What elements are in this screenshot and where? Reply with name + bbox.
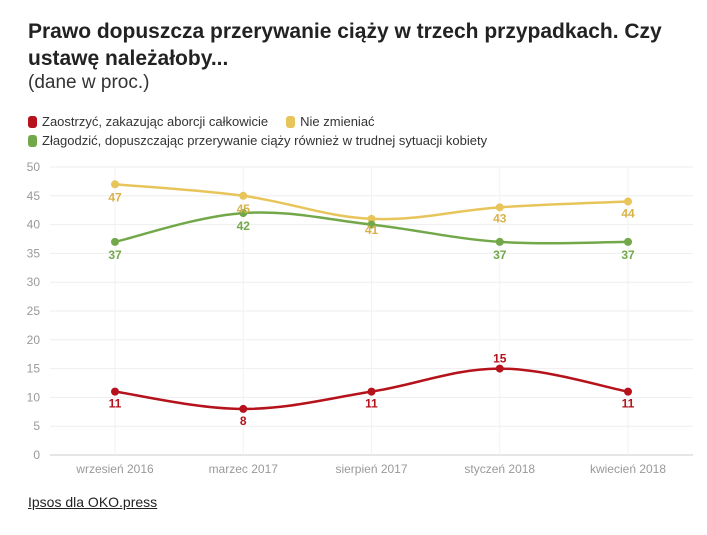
y-tick-label: 15 <box>27 362 41 376</box>
x-tick-label: marzec 2017 <box>209 462 279 476</box>
data-label: 11 <box>622 397 635 411</box>
data-label: 43 <box>493 211 507 225</box>
data-point[interactable] <box>624 197 632 206</box>
y-tick-label: 5 <box>33 419 40 433</box>
legend-item-zlagodzic[interactable]: Złagodzić, dopuszczając przerywanie ciąż… <box>28 131 487 150</box>
legend-label-zlagodzic: Złagodzić, dopuszczając przerywanie ciąż… <box>42 133 488 148</box>
data-label: 41 <box>365 223 379 237</box>
source-link[interactable]: Ipsos dla OKO.press <box>28 494 158 510</box>
legend-label-zaostrzyc: Zaostrzyć, zakazując aborcji całkowicie <box>42 114 269 129</box>
y-tick-label: 20 <box>27 333 41 347</box>
data-label: 11 <box>109 397 122 411</box>
data-point[interactable] <box>367 214 376 223</box>
data-label: 8 <box>240 414 247 428</box>
data-label: 44 <box>621 207 635 221</box>
data-point[interactable] <box>239 191 248 200</box>
legend-swatch-zlagodzic <box>28 134 37 147</box>
legend-swatch-zaostrzyc <box>28 115 37 128</box>
legend: Zaostrzyć, zakazując aborcji całkowicie … <box>28 112 698 150</box>
data-label: 42 <box>237 219 251 233</box>
y-tick-label: 45 <box>27 189 41 203</box>
x-tick-label: styczeń 2018 <box>464 462 535 476</box>
data-labels: 11 8 11 15 11 47 45 41 43 44 37 42 37 37 <box>108 190 635 428</box>
data-point[interactable] <box>624 387 632 396</box>
y-tick-label: 25 <box>27 304 41 318</box>
y-tick-label: 35 <box>27 246 41 260</box>
x-tick-label: sierpień 2017 <box>335 462 407 476</box>
axes: 0 5 10 15 20 25 30 35 40 45 50 wrzesień 2016 marzec … <box>27 160 667 476</box>
data-point[interactable] <box>495 237 504 246</box>
data-point[interactable] <box>111 387 119 396</box>
chart-subtitle: (dane w proc.) <box>28 72 150 93</box>
chart-title: Prawo dopuszcza przerywanie ciąży w trze… <box>28 20 662 70</box>
data-label: 37 <box>493 248 507 262</box>
y-tick-label: 0 <box>33 448 40 462</box>
y-tick-label: 10 <box>27 390 41 404</box>
data-label: 37 <box>621 248 635 262</box>
data-label: 15 <box>493 352 507 366</box>
data-point[interactable] <box>495 364 504 373</box>
legend-label-nie-zmieniac: Nie zmieniać <box>300 114 375 129</box>
data-label: 37 <box>108 248 122 262</box>
y-tick-label: 30 <box>27 275 41 289</box>
data-point[interactable] <box>239 404 248 413</box>
legend-item-nie-zmieniac[interactable]: Nie zmieniać <box>286 112 375 131</box>
data-point[interactable] <box>111 180 119 189</box>
data-point[interactable] <box>367 220 376 229</box>
grid <box>50 166 693 456</box>
data-point[interactable] <box>239 209 248 218</box>
series <box>111 180 632 413</box>
x-tick-label: wrzesień 2016 <box>75 462 154 476</box>
data-point[interactable] <box>624 237 632 246</box>
y-tick-label: 40 <box>27 218 41 232</box>
x-tick-label: kwiecień 2018 <box>590 462 666 476</box>
data-label: 45 <box>237 202 251 216</box>
data-label: 47 <box>108 190 122 204</box>
data-point[interactable] <box>111 237 119 246</box>
data-label: 11 <box>365 397 378 411</box>
legend-item-zaostrzyc[interactable]: Zaostrzyć, zakazując aborcji całkowicie <box>28 112 268 131</box>
data-point[interactable] <box>495 203 504 212</box>
y-tick-label: 50 <box>27 160 41 174</box>
legend-swatch-nie-zmieniac <box>286 115 296 128</box>
data-point[interactable] <box>367 387 376 396</box>
